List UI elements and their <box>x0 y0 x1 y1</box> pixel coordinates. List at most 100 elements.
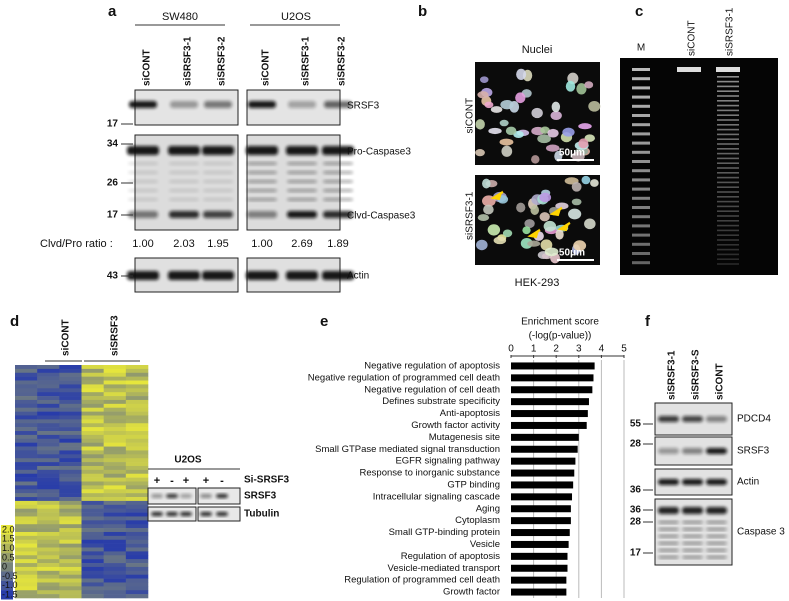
heatmap-cell <box>59 380 82 385</box>
heatmap-cell <box>103 473 127 478</box>
scale-bar-label: 50μm <box>559 148 585 159</box>
heatmap-cell <box>103 590 127 595</box>
heatmap-cell <box>59 399 82 405</box>
bar <box>511 421 587 429</box>
blot-band <box>246 271 278 280</box>
heatmap-cell <box>37 547 60 552</box>
blot-band <box>151 494 163 498</box>
heatmap-cell <box>59 365 82 370</box>
lane-label: siCONT <box>261 49 272 86</box>
heatmap-cell <box>59 384 82 389</box>
heatmap-cell <box>125 477 149 482</box>
heatmap-cell <box>59 539 82 544</box>
panel-letter: a <box>108 3 117 20</box>
gel-band <box>632 215 650 219</box>
heatmap-cell <box>103 489 127 494</box>
heatmap-cell <box>81 368 104 374</box>
heatmap-cell <box>125 399 149 405</box>
heatmap-cell <box>81 473 104 478</box>
lane-label: siCONT <box>715 363 726 400</box>
heatmap-cell <box>59 563 82 568</box>
scale-label: 1.0 <box>2 543 15 553</box>
heatmap-cell <box>15 481 38 486</box>
y-tick-label: GTP binding <box>447 479 500 490</box>
gel-band <box>632 114 650 117</box>
heatmap-cell <box>103 586 127 591</box>
heatmap-cell <box>37 508 60 513</box>
bar <box>511 386 593 394</box>
gel-band <box>632 150 650 154</box>
gel-band <box>717 248 739 251</box>
heatmap-cell <box>81 372 104 377</box>
heatmap-cell <box>125 434 149 440</box>
heatmap-cell <box>103 407 127 412</box>
heatmap-cell <box>37 489 60 494</box>
scale-label: 2.0 <box>2 524 15 534</box>
y-tick-label: Mutagenesis site <box>429 432 500 443</box>
blot-band <box>169 162 199 165</box>
marker-label: 36 <box>630 485 642 496</box>
heatmap-cell <box>103 563 127 568</box>
heatmap-cell <box>103 368 127 374</box>
heatmap-cell <box>125 563 149 568</box>
heatmap-cell <box>125 555 149 560</box>
band-label: SRSF3 <box>244 491 277 502</box>
heatmap-cell <box>81 384 104 389</box>
heatmap-cell <box>37 512 60 517</box>
heatmap-cell <box>125 500 149 506</box>
nucleus <box>537 134 551 144</box>
heatmap-cell <box>103 481 127 486</box>
heatmap-cell <box>81 481 104 486</box>
nucleus <box>531 155 540 164</box>
blot-band <box>658 542 679 545</box>
heatmap-cell <box>59 500 82 506</box>
heatmap-cell <box>103 485 127 490</box>
nucleus <box>544 247 559 257</box>
heatmap-cell <box>37 434 60 440</box>
scale-swatch <box>1 571 13 581</box>
heatmap-cell <box>103 419 127 424</box>
heatmap-cell <box>37 590 60 595</box>
panel-letter: d <box>10 313 19 330</box>
heatmap-cell <box>37 396 60 401</box>
gel-band <box>717 80 739 83</box>
heatmap-cell <box>103 372 127 377</box>
heatmap-cell <box>37 559 60 564</box>
heatmap-cell <box>59 551 82 556</box>
panel-letter: e <box>320 313 328 330</box>
heatmap-cell <box>59 376 82 381</box>
heatmap-cell <box>125 528 149 533</box>
heatmap-cell <box>37 473 60 478</box>
blot-band <box>247 211 277 218</box>
heatmap-cell <box>125 524 149 529</box>
group-label: siCONT <box>61 319 72 356</box>
heatmap-cell <box>81 566 104 572</box>
nucleus <box>484 101 494 109</box>
heatmap-cell <box>81 438 104 443</box>
nucleus <box>499 138 514 146</box>
heatmap-cell <box>59 508 82 513</box>
heatmap-cell <box>37 392 60 397</box>
heatmap-cell <box>59 512 82 517</box>
heatmap-cell <box>15 368 38 374</box>
scale-label: -1.0 <box>2 580 18 590</box>
heatmap-cell <box>59 497 82 502</box>
blot-band <box>323 171 353 174</box>
heatmap-cell <box>125 392 149 397</box>
heatmap-cell <box>37 458 60 463</box>
heatmap-cell <box>37 520 60 525</box>
lane-label: siSRSF3-2 <box>337 36 348 86</box>
heatmap-cell <box>59 543 82 548</box>
heatmap-cell <box>37 465 60 471</box>
heatmap-cell <box>81 539 104 544</box>
lane-label: siSRSF3-1 <box>667 350 678 400</box>
heatmap-cell <box>103 535 127 541</box>
heatmap-cell <box>81 578 104 583</box>
blot-band <box>128 162 158 165</box>
heatmap-cell <box>15 376 38 381</box>
heatmap-cell <box>15 555 38 560</box>
blot-band <box>286 146 318 155</box>
band-label: Clvd-Caspase3 <box>347 211 416 222</box>
heatmap-cell <box>81 450 104 455</box>
heatmap-cell <box>125 586 149 591</box>
